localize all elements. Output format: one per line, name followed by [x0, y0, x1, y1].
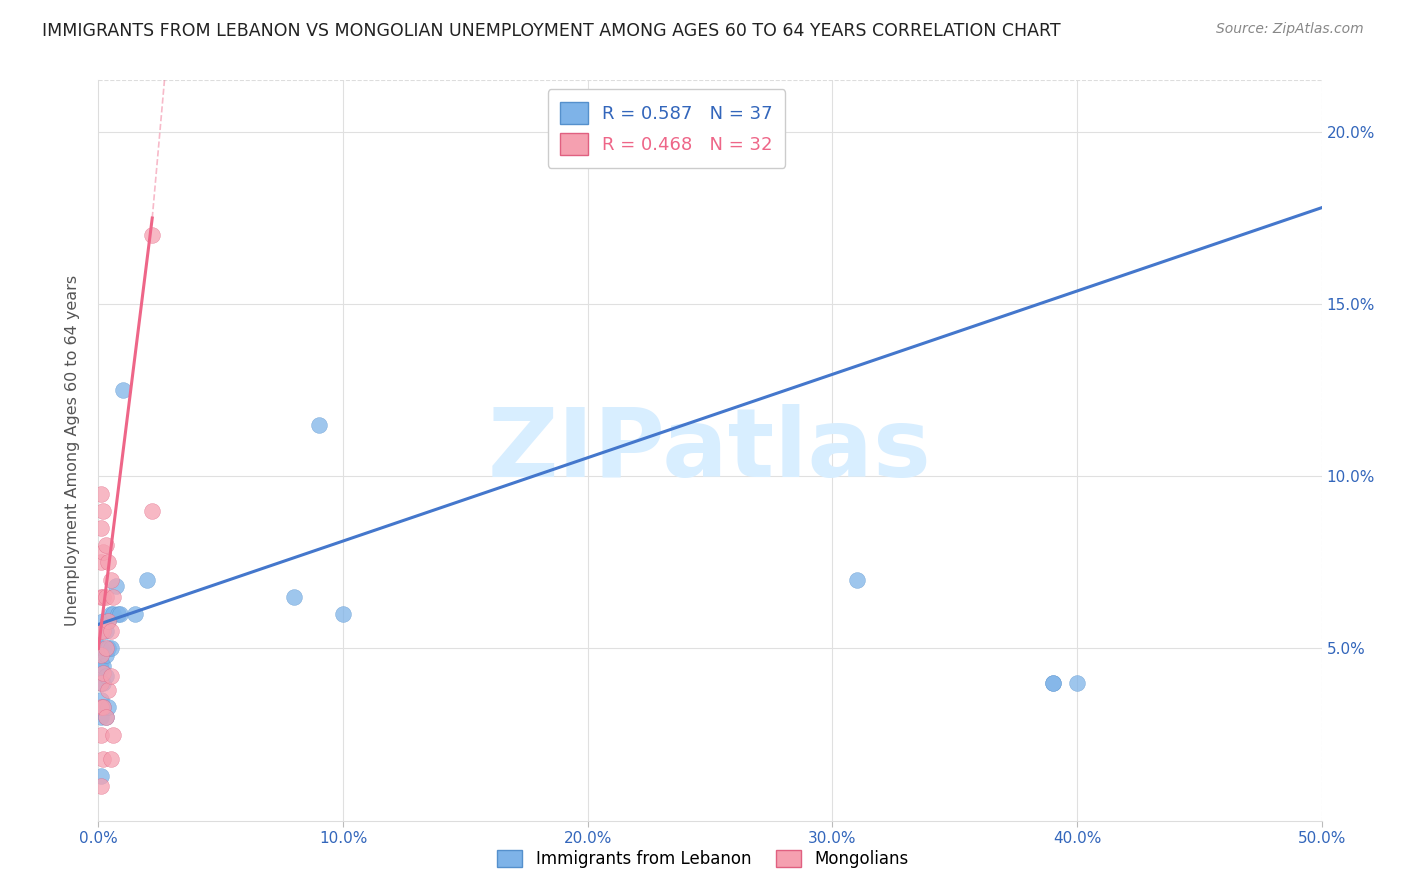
Text: IMMIGRANTS FROM LEBANON VS MONGOLIAN UNEMPLOYMENT AMONG AGES 60 TO 64 YEARS CORR: IMMIGRANTS FROM LEBANON VS MONGOLIAN UNE…: [42, 22, 1060, 40]
Point: [141, 228, 163, 243]
Point: [97, 641, 120, 656]
Point: [111, 383, 134, 397]
Point: [1066, 676, 1088, 690]
Point: [124, 607, 146, 621]
Point: [90, 779, 112, 793]
Point: [1042, 676, 1064, 690]
Point: [97, 614, 120, 628]
Point: [91, 658, 114, 673]
Point: [308, 417, 330, 432]
Point: [94, 538, 117, 552]
Point: [94, 641, 117, 656]
Point: [90, 710, 112, 724]
Point: [100, 573, 122, 587]
Point: [90, 555, 112, 569]
Point: [90, 590, 112, 604]
Point: [91, 700, 114, 714]
Point: [90, 727, 112, 741]
Point: [94, 710, 117, 724]
Point: [90, 662, 112, 676]
Point: [100, 607, 122, 621]
Point: [104, 579, 127, 593]
Point: [845, 573, 868, 587]
Point: [101, 590, 124, 604]
Point: [100, 641, 122, 656]
Point: [90, 655, 112, 669]
Point: [332, 607, 354, 621]
Point: [97, 555, 120, 569]
Legend: Immigrants from Lebanon, Mongolians: Immigrants from Lebanon, Mongolians: [491, 843, 915, 875]
Point: [90, 648, 112, 663]
Y-axis label: Unemployment Among Ages 60 to 64 years: Unemployment Among Ages 60 to 64 years: [65, 275, 80, 626]
Point: [90, 624, 112, 639]
Text: ZIPatlas: ZIPatlas: [488, 404, 932, 497]
Point: [94, 624, 117, 639]
Point: [90, 486, 112, 500]
Point: [90, 676, 112, 690]
Point: [136, 573, 159, 587]
Point: [90, 676, 112, 690]
Point: [110, 607, 132, 621]
Point: [91, 614, 114, 628]
Point: [100, 752, 122, 766]
Point: [91, 700, 114, 714]
Point: [90, 700, 112, 714]
Point: [100, 669, 122, 683]
Text: Source: ZipAtlas.com: Source: ZipAtlas.com: [1216, 22, 1364, 37]
Point: [91, 504, 114, 518]
Point: [97, 700, 120, 714]
Point: [91, 752, 114, 766]
Point: [91, 641, 114, 656]
Point: [141, 504, 163, 518]
Point: [101, 607, 124, 621]
Point: [91, 676, 114, 690]
Point: [91, 590, 114, 604]
Point: [283, 590, 305, 604]
Point: [90, 641, 112, 656]
Point: [101, 727, 124, 741]
Point: [1042, 676, 1064, 690]
Point: [90, 769, 112, 783]
Point: [100, 624, 122, 639]
Point: [91, 665, 114, 680]
Point: [97, 614, 120, 628]
Point: [107, 607, 129, 621]
Point: [94, 648, 117, 663]
Point: [91, 545, 114, 559]
Point: [97, 682, 120, 697]
Point: [90, 521, 112, 535]
Point: [94, 669, 117, 683]
Point: [90, 624, 112, 639]
Point: [91, 624, 114, 639]
Point: [94, 590, 117, 604]
Legend: R = 0.587   N = 37, R = 0.468   N = 32: R = 0.587 N = 37, R = 0.468 N = 32: [548, 89, 785, 168]
Point: [90, 693, 112, 707]
Point: [94, 710, 117, 724]
